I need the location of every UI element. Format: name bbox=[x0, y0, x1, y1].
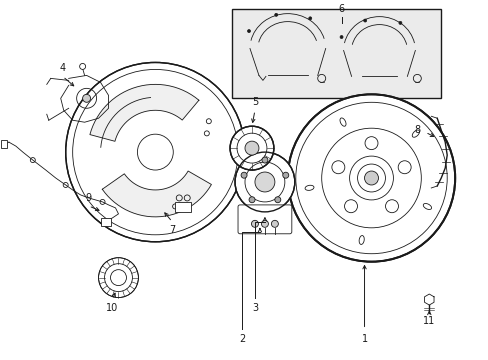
Bar bbox=[1, 140, 7, 148]
Text: 3: 3 bbox=[251, 302, 258, 312]
Circle shape bbox=[229, 126, 273, 170]
Circle shape bbox=[235, 152, 294, 212]
Circle shape bbox=[261, 220, 268, 227]
Polygon shape bbox=[102, 171, 211, 217]
Text: 5: 5 bbox=[251, 97, 258, 107]
Circle shape bbox=[363, 19, 366, 22]
Circle shape bbox=[398, 21, 401, 24]
Circle shape bbox=[80, 63, 85, 69]
Circle shape bbox=[282, 172, 288, 178]
Ellipse shape bbox=[305, 185, 313, 190]
Text: 8: 8 bbox=[413, 125, 420, 135]
Text: 2: 2 bbox=[239, 334, 244, 345]
Text: 4: 4 bbox=[60, 63, 65, 73]
FancyBboxPatch shape bbox=[238, 205, 291, 234]
Circle shape bbox=[287, 94, 454, 262]
Ellipse shape bbox=[411, 130, 419, 137]
Bar bbox=[175, 202, 191, 212]
Circle shape bbox=[339, 36, 343, 39]
Text: 9: 9 bbox=[85, 193, 91, 203]
Circle shape bbox=[82, 94, 90, 102]
Circle shape bbox=[254, 172, 274, 192]
Circle shape bbox=[364, 171, 378, 185]
Text: 1: 1 bbox=[361, 334, 367, 345]
Circle shape bbox=[244, 141, 259, 155]
Circle shape bbox=[247, 30, 250, 32]
Ellipse shape bbox=[423, 203, 431, 210]
Circle shape bbox=[274, 13, 277, 16]
Text: 10: 10 bbox=[106, 302, 119, 312]
Polygon shape bbox=[424, 294, 433, 305]
Circle shape bbox=[248, 197, 255, 203]
Ellipse shape bbox=[358, 235, 364, 244]
Text: 6: 6 bbox=[338, 4, 344, 14]
Bar bbox=[232, 9, 440, 98]
Text: 7: 7 bbox=[169, 225, 175, 235]
Text: 11: 11 bbox=[422, 316, 434, 327]
Circle shape bbox=[271, 220, 278, 227]
Circle shape bbox=[99, 258, 138, 298]
Circle shape bbox=[251, 220, 258, 227]
Circle shape bbox=[65, 62, 244, 242]
Circle shape bbox=[241, 172, 246, 178]
Bar bbox=[101, 218, 110, 226]
Ellipse shape bbox=[339, 118, 346, 126]
Circle shape bbox=[262, 157, 267, 163]
Circle shape bbox=[274, 197, 280, 203]
Polygon shape bbox=[90, 84, 199, 141]
Circle shape bbox=[308, 17, 311, 20]
